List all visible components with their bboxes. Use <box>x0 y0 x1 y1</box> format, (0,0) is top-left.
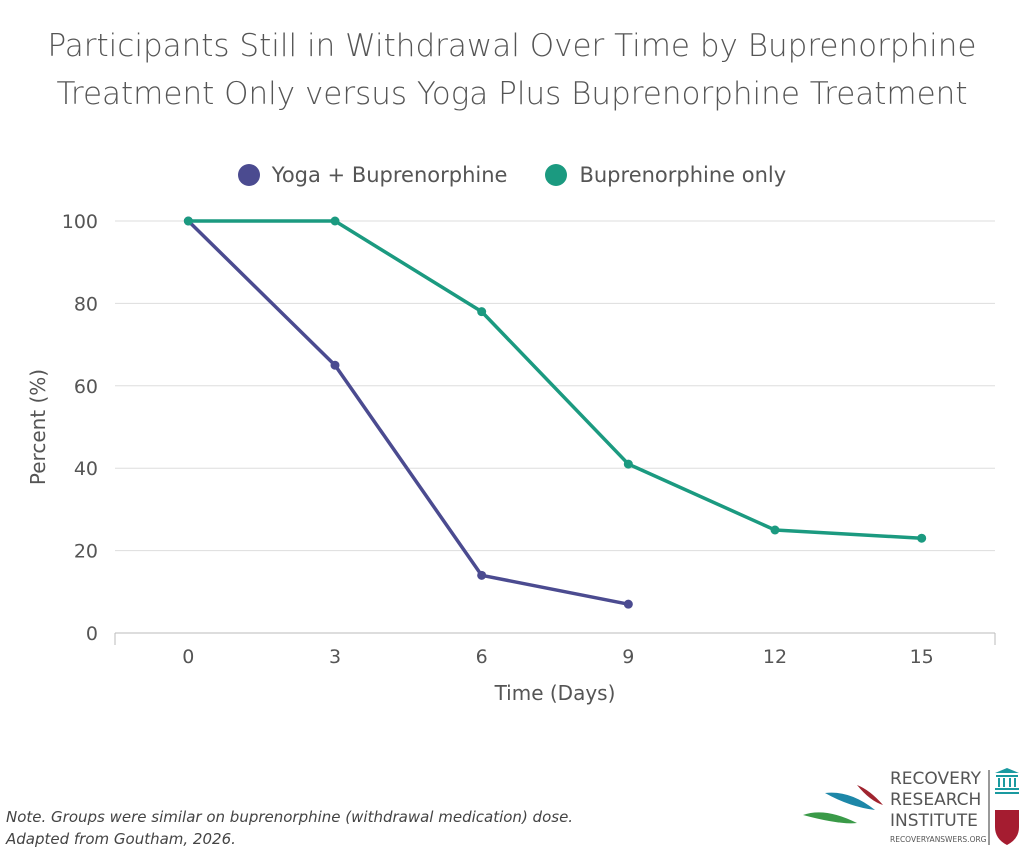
y-tick-label: 100 <box>62 211 98 233</box>
logo-wave-green <box>803 812 857 824</box>
y-axis-label: Percent (%) <box>26 369 50 485</box>
data-point <box>330 216 340 226</box>
data-point <box>183 216 193 226</box>
x-axis-label: Time (Days) <box>494 681 616 705</box>
series-line-bup <box>188 219 922 540</box>
logo-line-1: RECOVERY <box>890 769 982 789</box>
note-line-1: Note. Groups were similar on buprenorphi… <box>6 808 574 826</box>
building-icon <box>995 768 1019 794</box>
legend-marker-yoga <box>237 164 260 186</box>
data-point <box>623 599 633 609</box>
x-tick-label: 12 <box>763 646 787 668</box>
y-tick-label: 60 <box>74 376 98 398</box>
data-point <box>477 307 487 317</box>
x-tick-label: 6 <box>476 646 488 668</box>
logo-wave-blue <box>825 792 875 810</box>
title-line-2: Treatment Only versus Yoga Plus Buprenor… <box>56 76 968 112</box>
data-point <box>330 360 340 370</box>
logo-line-3: INSTITUTE <box>890 811 978 831</box>
chart-title: Participants Still in Withdrawal Over Ti… <box>0 22 1024 118</box>
y-tick-label: 80 <box>74 293 98 315</box>
legend-item-bup: Buprenorphine only <box>545 163 786 187</box>
title-line-1: Participants Still in Withdrawal Over Ti… <box>47 28 977 64</box>
y-tick-label: 40 <box>74 458 98 480</box>
data-point <box>770 525 780 535</box>
legend-marker-bup <box>545 164 568 186</box>
data-point <box>477 570 487 580</box>
series-line-yoga <box>187 219 629 606</box>
footnote: Note. Groups were similar on buprenorphi… <box>6 806 573 850</box>
data-point <box>623 459 633 469</box>
x-tick-label: 0 <box>182 646 194 668</box>
x-tick-label: 3 <box>329 646 341 668</box>
y-tick-label: 0 <box>86 623 98 645</box>
recovery-research-institute-logo: RECOVERY RESEARCH INSTITUTE RECOVERYANSW… <box>803 768 1019 845</box>
line-chart: 0 20 40 60 80 100 0 3 6 9 12 15 Time (Days) Percent… <box>26 211 996 705</box>
legend: Yoga + Buprenorphine Buprenorphine only <box>0 163 1024 187</box>
logo-url: RECOVERYANSWERS.ORG <box>890 835 987 844</box>
shield-icon <box>995 810 1019 845</box>
x-tick-label: 15 <box>910 646 934 668</box>
x-tick-label: 9 <box>622 646 634 668</box>
logo-line-2: RESEARCH <box>890 790 981 810</box>
data-point <box>917 533 927 543</box>
logo-wave-red <box>857 785 883 805</box>
y-tick-label: 20 <box>74 541 98 563</box>
legend-item-yoga: Yoga + Buprenorphine <box>237 163 508 187</box>
legend-label-yoga: Yoga + Buprenorphine <box>271 163 508 187</box>
legend-label-bup: Buprenorphine only <box>579 163 787 187</box>
note-line-2: Adapted from Goutham, 2026. <box>6 830 236 848</box>
